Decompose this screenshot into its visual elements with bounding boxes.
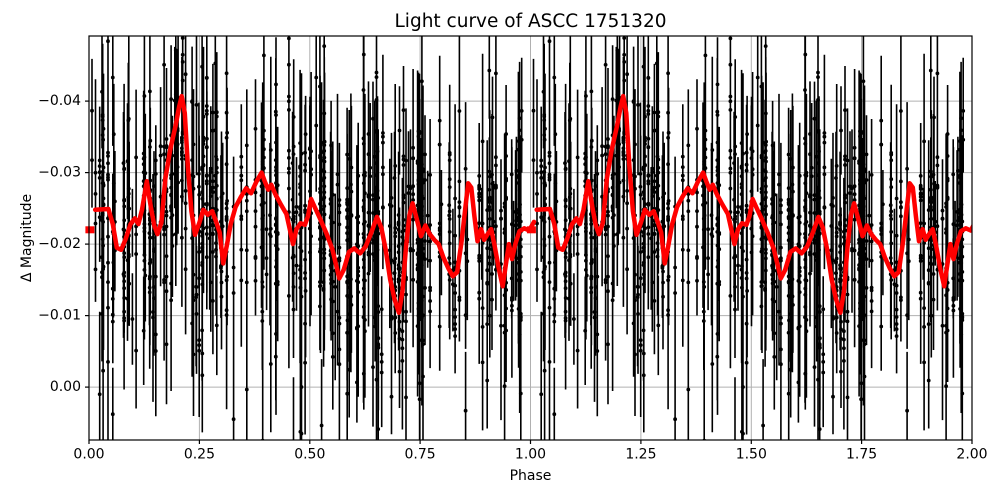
x-tick-label: 2.00: [956, 447, 987, 463]
y-tick-label: −0.02: [38, 236, 81, 252]
x-tick-label: 0.00: [73, 447, 104, 463]
curve-start-marker: [85, 226, 95, 234]
axis-ticks: [85, 100, 973, 444]
x-tick-label: 0.25: [184, 447, 215, 463]
y-tick-label: −0.01: [38, 308, 81, 324]
x-tick-label: 1.25: [625, 447, 656, 463]
y-tick-label: −0.04: [38, 93, 81, 109]
y-tick-label: 0.00: [50, 379, 81, 395]
chart-title: Light curve of ASCC 1751320: [394, 11, 667, 32]
tick-labels: 0.00 0.25 0.50 0.75 1.00 1.25 1.50 1.75 2.00 −0.0…: [38, 93, 987, 462]
x-tick-label: 0.75: [405, 447, 436, 463]
errorbar-lines: [532, 36, 964, 440]
errorbar-lines: [91, 36, 523, 440]
x-tick-label: 1.00: [515, 447, 546, 463]
binned-curve: [92, 93, 972, 315]
x-tick-label: 1.50: [736, 447, 767, 463]
curve-start-marker: [526, 226, 536, 234]
x-tick-label: 1.75: [846, 447, 877, 463]
x-axis-label: Phase: [509, 468, 552, 484]
y-tick-label: −0.03: [38, 165, 81, 181]
x-tick-label: 0.50: [294, 447, 325, 463]
errorbar-series: [90, 36, 966, 440]
